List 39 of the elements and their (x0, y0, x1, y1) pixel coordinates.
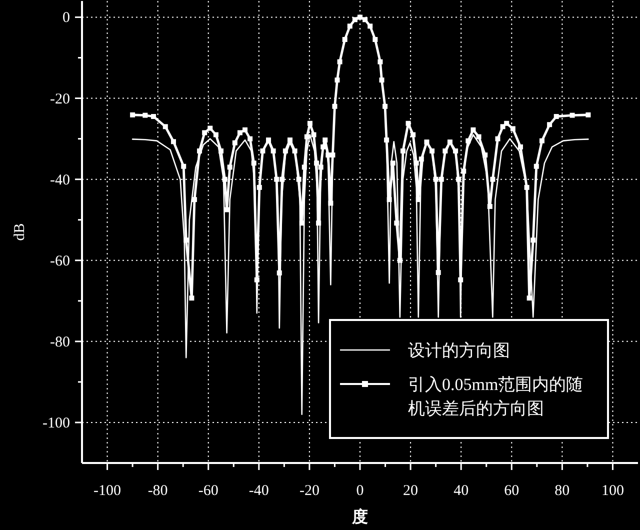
point (347, 24, 352, 29)
x-tick-label: 0 (356, 483, 364, 499)
point (337, 59, 342, 64)
point (352, 17, 358, 22)
point (368, 24, 373, 29)
legend-label: 引入0.05mm范围内的随机误差后的方向图 (408, 375, 584, 418)
point (524, 184, 530, 190)
point (334, 78, 340, 83)
y-tick-label: -40 (50, 172, 70, 188)
point (358, 14, 362, 20)
y-tick-label: -20 (50, 91, 70, 108)
x-tick-label: 40 (454, 483, 469, 499)
y-axis-title: dB (12, 223, 28, 241)
y-tick-label: -60 (50, 253, 70, 270)
x-tick-label: -60 (198, 483, 218, 499)
point (342, 37, 348, 42)
legend-label: 设计的方向图 (408, 341, 510, 360)
point (332, 104, 338, 109)
point (384, 138, 390, 143)
x-tick-label: 80 (554, 483, 570, 499)
y-tick-label: 0 (62, 10, 70, 26)
x-tick-label: 100 (601, 483, 624, 499)
point (382, 104, 388, 109)
x-tick-label: -40 (248, 483, 269, 499)
point (379, 78, 384, 83)
point (378, 59, 383, 64)
point (322, 138, 328, 143)
point (362, 17, 368, 22)
y-tick-label: -80 (50, 334, 70, 350)
x-tick-label: -100 (94, 483, 122, 499)
x-tick-label: -20 (299, 483, 320, 499)
point (372, 37, 378, 42)
y-tick-label: -100 (42, 415, 70, 432)
x-tick-label: 60 (504, 483, 520, 499)
x-axis-title: 度 (351, 507, 368, 526)
point (430, 148, 435, 154)
point (260, 148, 266, 154)
x-tick-label: 20 (403, 483, 418, 499)
x-tick-label: -80 (148, 483, 168, 499)
